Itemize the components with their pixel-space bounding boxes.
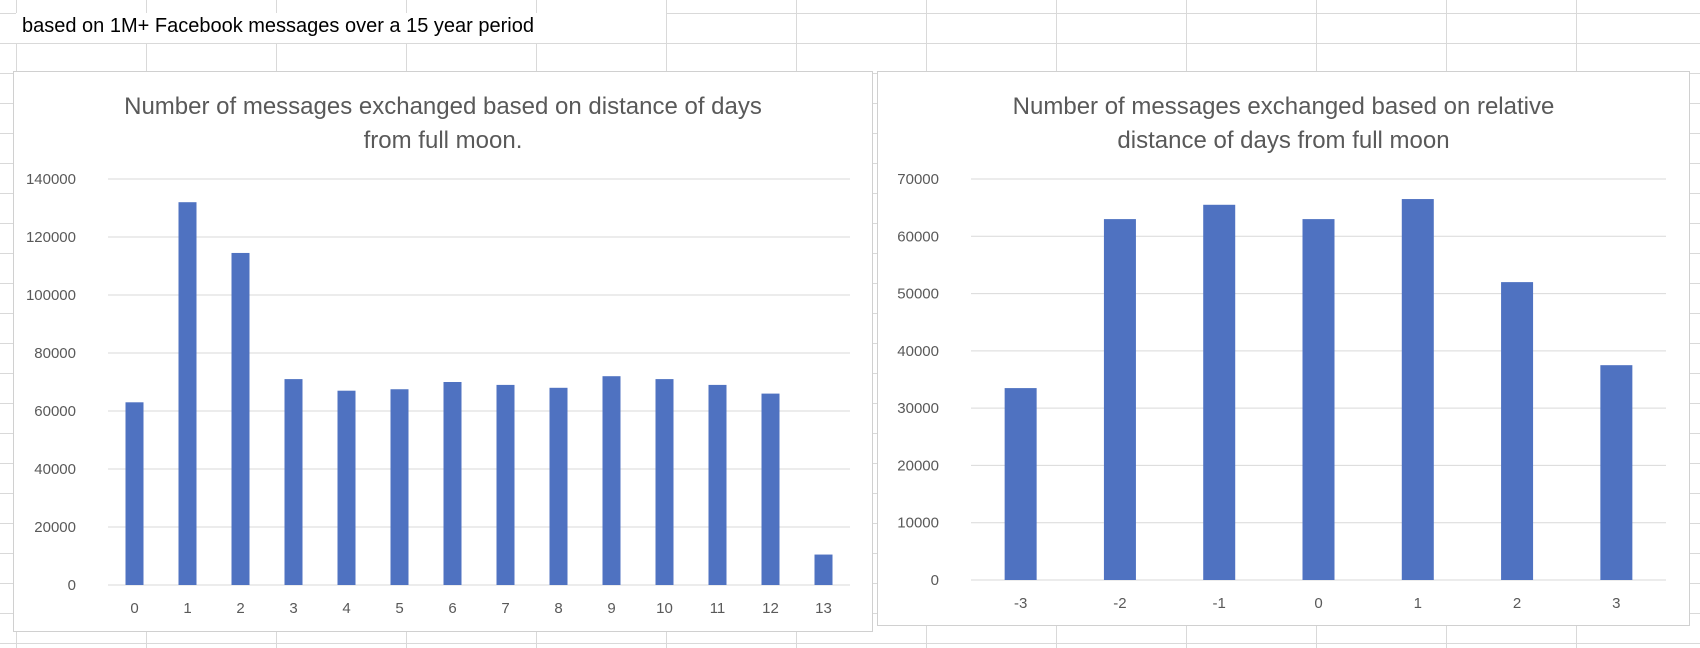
bar xyxy=(1401,199,1434,581)
chart-panel-relative-days-from-full-moon[interactable]: Number of messages exchanged based on re… xyxy=(877,71,1690,626)
x-tick-label: 2 xyxy=(1513,595,1521,612)
y-tick-label: 10000 xyxy=(897,515,939,532)
x-tick-label: 6 xyxy=(448,600,456,617)
y-tick-label: 20000 xyxy=(34,519,76,536)
y-tick-label: 50000 xyxy=(897,286,939,303)
x-tick-label: 2 xyxy=(236,600,244,617)
x-tick-label: 5 xyxy=(395,600,403,617)
bar xyxy=(125,402,144,585)
bar xyxy=(390,389,409,585)
x-tick-label: 11 xyxy=(710,600,726,617)
bar xyxy=(284,379,303,585)
bar xyxy=(1600,365,1633,580)
y-tick-label: 30000 xyxy=(897,400,939,417)
chart-panel-days-from-full-moon[interactable]: Number of messages exchanged based on di… xyxy=(13,71,873,632)
bar xyxy=(549,387,568,585)
bar xyxy=(761,393,780,585)
bar xyxy=(496,384,515,585)
y-tick-label: 20000 xyxy=(897,457,939,474)
bar xyxy=(1004,388,1037,580)
x-tick-label: 0 xyxy=(1314,595,1322,612)
x-tick-label: 10 xyxy=(656,600,673,617)
bar xyxy=(602,376,621,585)
bar xyxy=(1103,219,1136,580)
x-tick-label: -2 xyxy=(1113,595,1126,612)
spreadsheet-cell[interactable] xyxy=(16,13,667,44)
x-tick-label: 3 xyxy=(289,600,297,617)
bar xyxy=(814,554,833,585)
x-tick-label: 7 xyxy=(501,600,509,617)
x-tick-label: 4 xyxy=(342,600,350,617)
x-tick-label: 3 xyxy=(1612,595,1620,612)
y-tick-label: 40000 xyxy=(34,461,76,478)
x-tick-label: -1 xyxy=(1213,595,1226,612)
bar xyxy=(443,382,462,585)
chart-title-line: from full moon. xyxy=(363,127,523,154)
y-tick-label: 40000 xyxy=(897,343,939,360)
bar xyxy=(1302,219,1335,580)
x-tick-label: 1 xyxy=(1414,595,1422,612)
chart-title-line: distance of days from full moon xyxy=(1117,127,1450,154)
x-tick-label: 9 xyxy=(607,600,615,617)
y-tick-label: 60000 xyxy=(897,228,939,245)
y-tick-label: 140000 xyxy=(26,171,76,188)
y-tick-label: 70000 xyxy=(897,171,939,188)
x-tick-label: -3 xyxy=(1014,595,1027,612)
x-tick-label: 0 xyxy=(130,600,138,617)
bar xyxy=(1203,204,1236,580)
bar xyxy=(337,390,356,585)
y-tick-label: 100000 xyxy=(26,287,76,304)
y-tick-label: 120000 xyxy=(26,229,76,246)
chart-title-line: Number of messages exchanged based on di… xyxy=(124,93,762,120)
bar-chart: 0 20000 40000 60000 80000 100000 120000 140000 0… xyxy=(26,171,850,617)
bar xyxy=(1501,282,1534,580)
chart-title: Number of messages exchanged based on di… xyxy=(14,90,872,158)
bar xyxy=(178,202,197,585)
bar-chart: 0 10000 20000 30000 40000 50000 60000 70000 -3 -2… xyxy=(897,171,1666,612)
y-tick-label: 0 xyxy=(931,572,939,589)
x-tick-label: 1 xyxy=(183,600,191,617)
x-tick-label: 13 xyxy=(815,600,832,617)
bar xyxy=(231,252,250,585)
bar xyxy=(655,379,674,585)
y-tick-label: 60000 xyxy=(34,403,76,420)
x-tick-label: 8 xyxy=(554,600,562,617)
bar xyxy=(708,384,727,585)
y-tick-label: 0 xyxy=(68,577,76,594)
chart-title-line: Number of messages exchanged based on re… xyxy=(1012,93,1555,120)
y-tick-label: 80000 xyxy=(34,345,76,362)
chart-title: Number of messages exchanged based on re… xyxy=(878,90,1689,158)
sheet-note: based on 1M+ Facebook messages over a 15… xyxy=(22,15,534,37)
x-tick-label: 12 xyxy=(762,600,779,617)
